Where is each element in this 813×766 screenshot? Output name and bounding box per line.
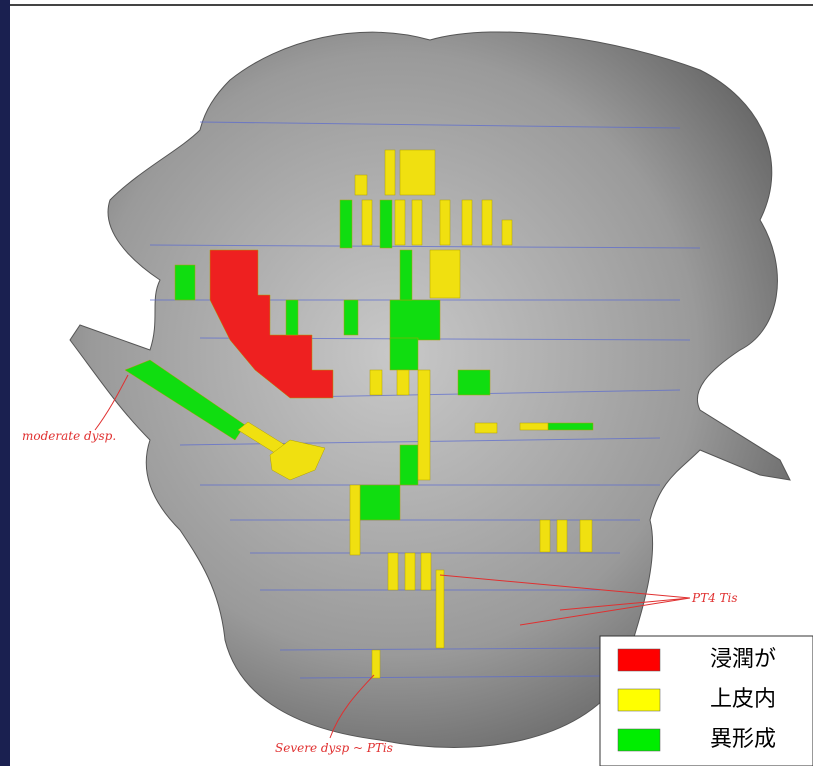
annotation-leaders	[94, 374, 691, 739]
lesion-map	[124, 149, 594, 679]
annotation: PT4 Tis	[691, 591, 738, 605]
legend-label: 異形成	[710, 727, 776, 752]
legend-swatch	[617, 728, 661, 752]
legend-swatch	[617, 688, 661, 712]
legend-label: 浸潤が	[710, 647, 776, 672]
annotation: Severe dysp ~ PTis	[275, 741, 393, 755]
annotation: moderate dysp.	[22, 429, 116, 443]
legend-swatch	[617, 648, 661, 672]
left-border	[0, 0, 10, 766]
section-lines	[149, 121, 701, 679]
legend-label: 上皮内	[710, 687, 776, 712]
